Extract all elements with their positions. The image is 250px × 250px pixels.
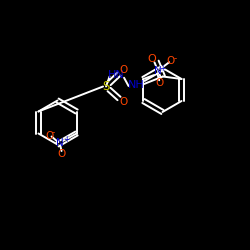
Text: N: N — [56, 138, 64, 148]
Text: O: O — [120, 97, 128, 107]
Text: HN: HN — [108, 70, 125, 80]
Text: O: O — [156, 78, 164, 88]
Text: O: O — [148, 54, 156, 64]
Text: N: N — [154, 66, 162, 76]
Text: NH: NH — [128, 80, 144, 90]
Text: O: O — [58, 149, 66, 159]
Text: O: O — [120, 65, 128, 75]
Text: S: S — [102, 80, 110, 93]
Text: +: + — [160, 64, 166, 73]
Text: +: + — [63, 135, 69, 144]
Text: -: - — [52, 128, 55, 138]
Text: -: - — [173, 54, 176, 64]
Text: O: O — [167, 56, 175, 66]
Text: O: O — [45, 131, 53, 141]
